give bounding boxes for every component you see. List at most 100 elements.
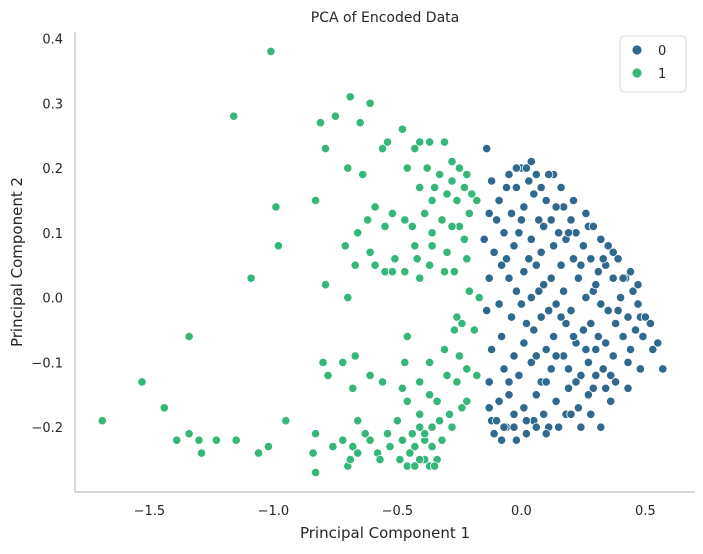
y-tick-label: 0.0 bbox=[42, 292, 63, 307]
data-point-0-146 bbox=[511, 163, 522, 173]
data-point-1-125 bbox=[196, 448, 207, 458]
y-tick-label: 0.4 bbox=[42, 32, 63, 47]
data-point-0-101 bbox=[603, 305, 613, 316]
data-point-0-51 bbox=[539, 221, 549, 231]
data-point-0-79 bbox=[566, 305, 576, 316]
data-point-1-67 bbox=[452, 312, 462, 322]
data-point-0-120 bbox=[658, 364, 668, 374]
data-point-0-164 bbox=[556, 312, 566, 322]
data-point-0-135 bbox=[499, 422, 509, 432]
data-point-0-50 bbox=[536, 182, 546, 193]
data-point-0-166 bbox=[581, 344, 591, 355]
data-point-0-162 bbox=[534, 286, 544, 296]
data-point-1-44 bbox=[353, 228, 363, 238]
data-point-1-54 bbox=[449, 267, 459, 277]
data-point-0-27 bbox=[509, 409, 519, 419]
data-point-1-43 bbox=[407, 221, 417, 231]
data-point-0-102 bbox=[601, 338, 611, 348]
data-point-0-15 bbox=[499, 364, 509, 374]
data-point-0-170 bbox=[501, 254, 512, 264]
data-point-0-42 bbox=[526, 234, 536, 244]
data-point-0-175 bbox=[551, 351, 561, 361]
data-point-1-112 bbox=[397, 435, 407, 445]
data-point-1-1 bbox=[229, 111, 239, 121]
data-point-0-109 bbox=[618, 331, 628, 342]
data-point-1-15 bbox=[402, 163, 412, 173]
data-point-1-74 bbox=[350, 351, 360, 361]
data-point-1-105 bbox=[407, 429, 417, 439]
data-point-1-144 bbox=[454, 351, 464, 361]
data-point-1-89 bbox=[462, 396, 472, 406]
data-point-0-16 bbox=[494, 396, 504, 406]
data-point-0-36 bbox=[514, 370, 524, 380]
data-point-1-65 bbox=[464, 286, 474, 296]
data-point-0-107 bbox=[613, 254, 623, 264]
data-point-1-90 bbox=[137, 377, 147, 387]
data-point-1-77 bbox=[424, 357, 435, 367]
data-point-0-66 bbox=[551, 396, 561, 406]
data-point-0-47 bbox=[531, 390, 541, 400]
x-tick-label: −0.5 bbox=[382, 504, 414, 519]
data-point-1-127 bbox=[353, 448, 363, 458]
data-point-0-26 bbox=[504, 377, 514, 387]
data-point-1-50 bbox=[365, 247, 375, 257]
data-point-1-102 bbox=[281, 416, 291, 426]
data-point-0-7 bbox=[484, 377, 494, 387]
data-point-0-149 bbox=[479, 234, 489, 244]
data-point-1-40 bbox=[437, 215, 447, 225]
data-point-0-168 bbox=[610, 377, 621, 387]
data-point-1-119 bbox=[348, 441, 358, 452]
data-point-0-147 bbox=[501, 182, 512, 193]
data-point-0-141 bbox=[568, 195, 579, 206]
data-point-0-167 bbox=[601, 383, 611, 393]
y-axis-title: Principal Component 2 bbox=[8, 177, 26, 347]
data-point-1-21 bbox=[434, 169, 445, 180]
data-point-0-160 bbox=[516, 215, 527, 225]
data-point-1-52 bbox=[412, 254, 422, 264]
data-point-0-157 bbox=[618, 273, 628, 283]
data-point-1-0 bbox=[266, 46, 276, 57]
data-point-0-169 bbox=[623, 383, 633, 393]
x-axis-title: Principal Component 1 bbox=[300, 524, 470, 542]
data-point-0-3 bbox=[489, 247, 499, 257]
data-point-0-129 bbox=[566, 409, 576, 419]
data-point-0-99 bbox=[596, 234, 606, 244]
data-point-0-0 bbox=[482, 144, 492, 154]
data-point-0-132 bbox=[531, 422, 541, 432]
data-point-0-115 bbox=[633, 299, 643, 309]
data-point-0-44 bbox=[526, 292, 536, 303]
data-point-0-31 bbox=[519, 202, 529, 212]
data-point-0-113 bbox=[628, 286, 638, 296]
data-point-0-12 bbox=[496, 260, 507, 270]
data-point-1-62 bbox=[415, 273, 425, 283]
data-point-0-43 bbox=[531, 260, 541, 270]
data-point-0-14 bbox=[496, 331, 507, 342]
series-1 bbox=[97, 46, 484, 478]
data-point-0-97 bbox=[593, 331, 603, 342]
data-point-0-83 bbox=[576, 370, 586, 380]
data-point-1-61 bbox=[320, 280, 331, 290]
data-point-1-4 bbox=[330, 111, 340, 121]
data-point-0-108 bbox=[615, 292, 626, 303]
data-point-1-84 bbox=[415, 377, 425, 387]
data-point-1-38 bbox=[362, 215, 373, 225]
data-point-1-45 bbox=[427, 228, 437, 238]
data-point-0-127 bbox=[586, 409, 596, 419]
data-point-1-22 bbox=[462, 169, 472, 180]
data-point-0-75 bbox=[563, 383, 574, 393]
data-point-0-105 bbox=[610, 318, 621, 329]
data-point-1-116 bbox=[211, 435, 221, 445]
data-point-1-88 bbox=[424, 390, 435, 400]
data-point-0-158 bbox=[608, 247, 618, 257]
data-point-1-8 bbox=[382, 137, 393, 147]
data-point-0-81 bbox=[573, 273, 584, 283]
data-point-1-27 bbox=[442, 189, 452, 199]
data-point-1-28 bbox=[467, 189, 477, 199]
data-point-0-38 bbox=[521, 429, 532, 439]
data-point-0-33 bbox=[519, 267, 529, 277]
data-point-0-59 bbox=[541, 195, 551, 206]
data-point-1-12 bbox=[439, 137, 450, 147]
data-point-0-106 bbox=[608, 351, 618, 361]
data-point-0-124 bbox=[623, 357, 633, 367]
data-point-1-121 bbox=[410, 441, 420, 452]
